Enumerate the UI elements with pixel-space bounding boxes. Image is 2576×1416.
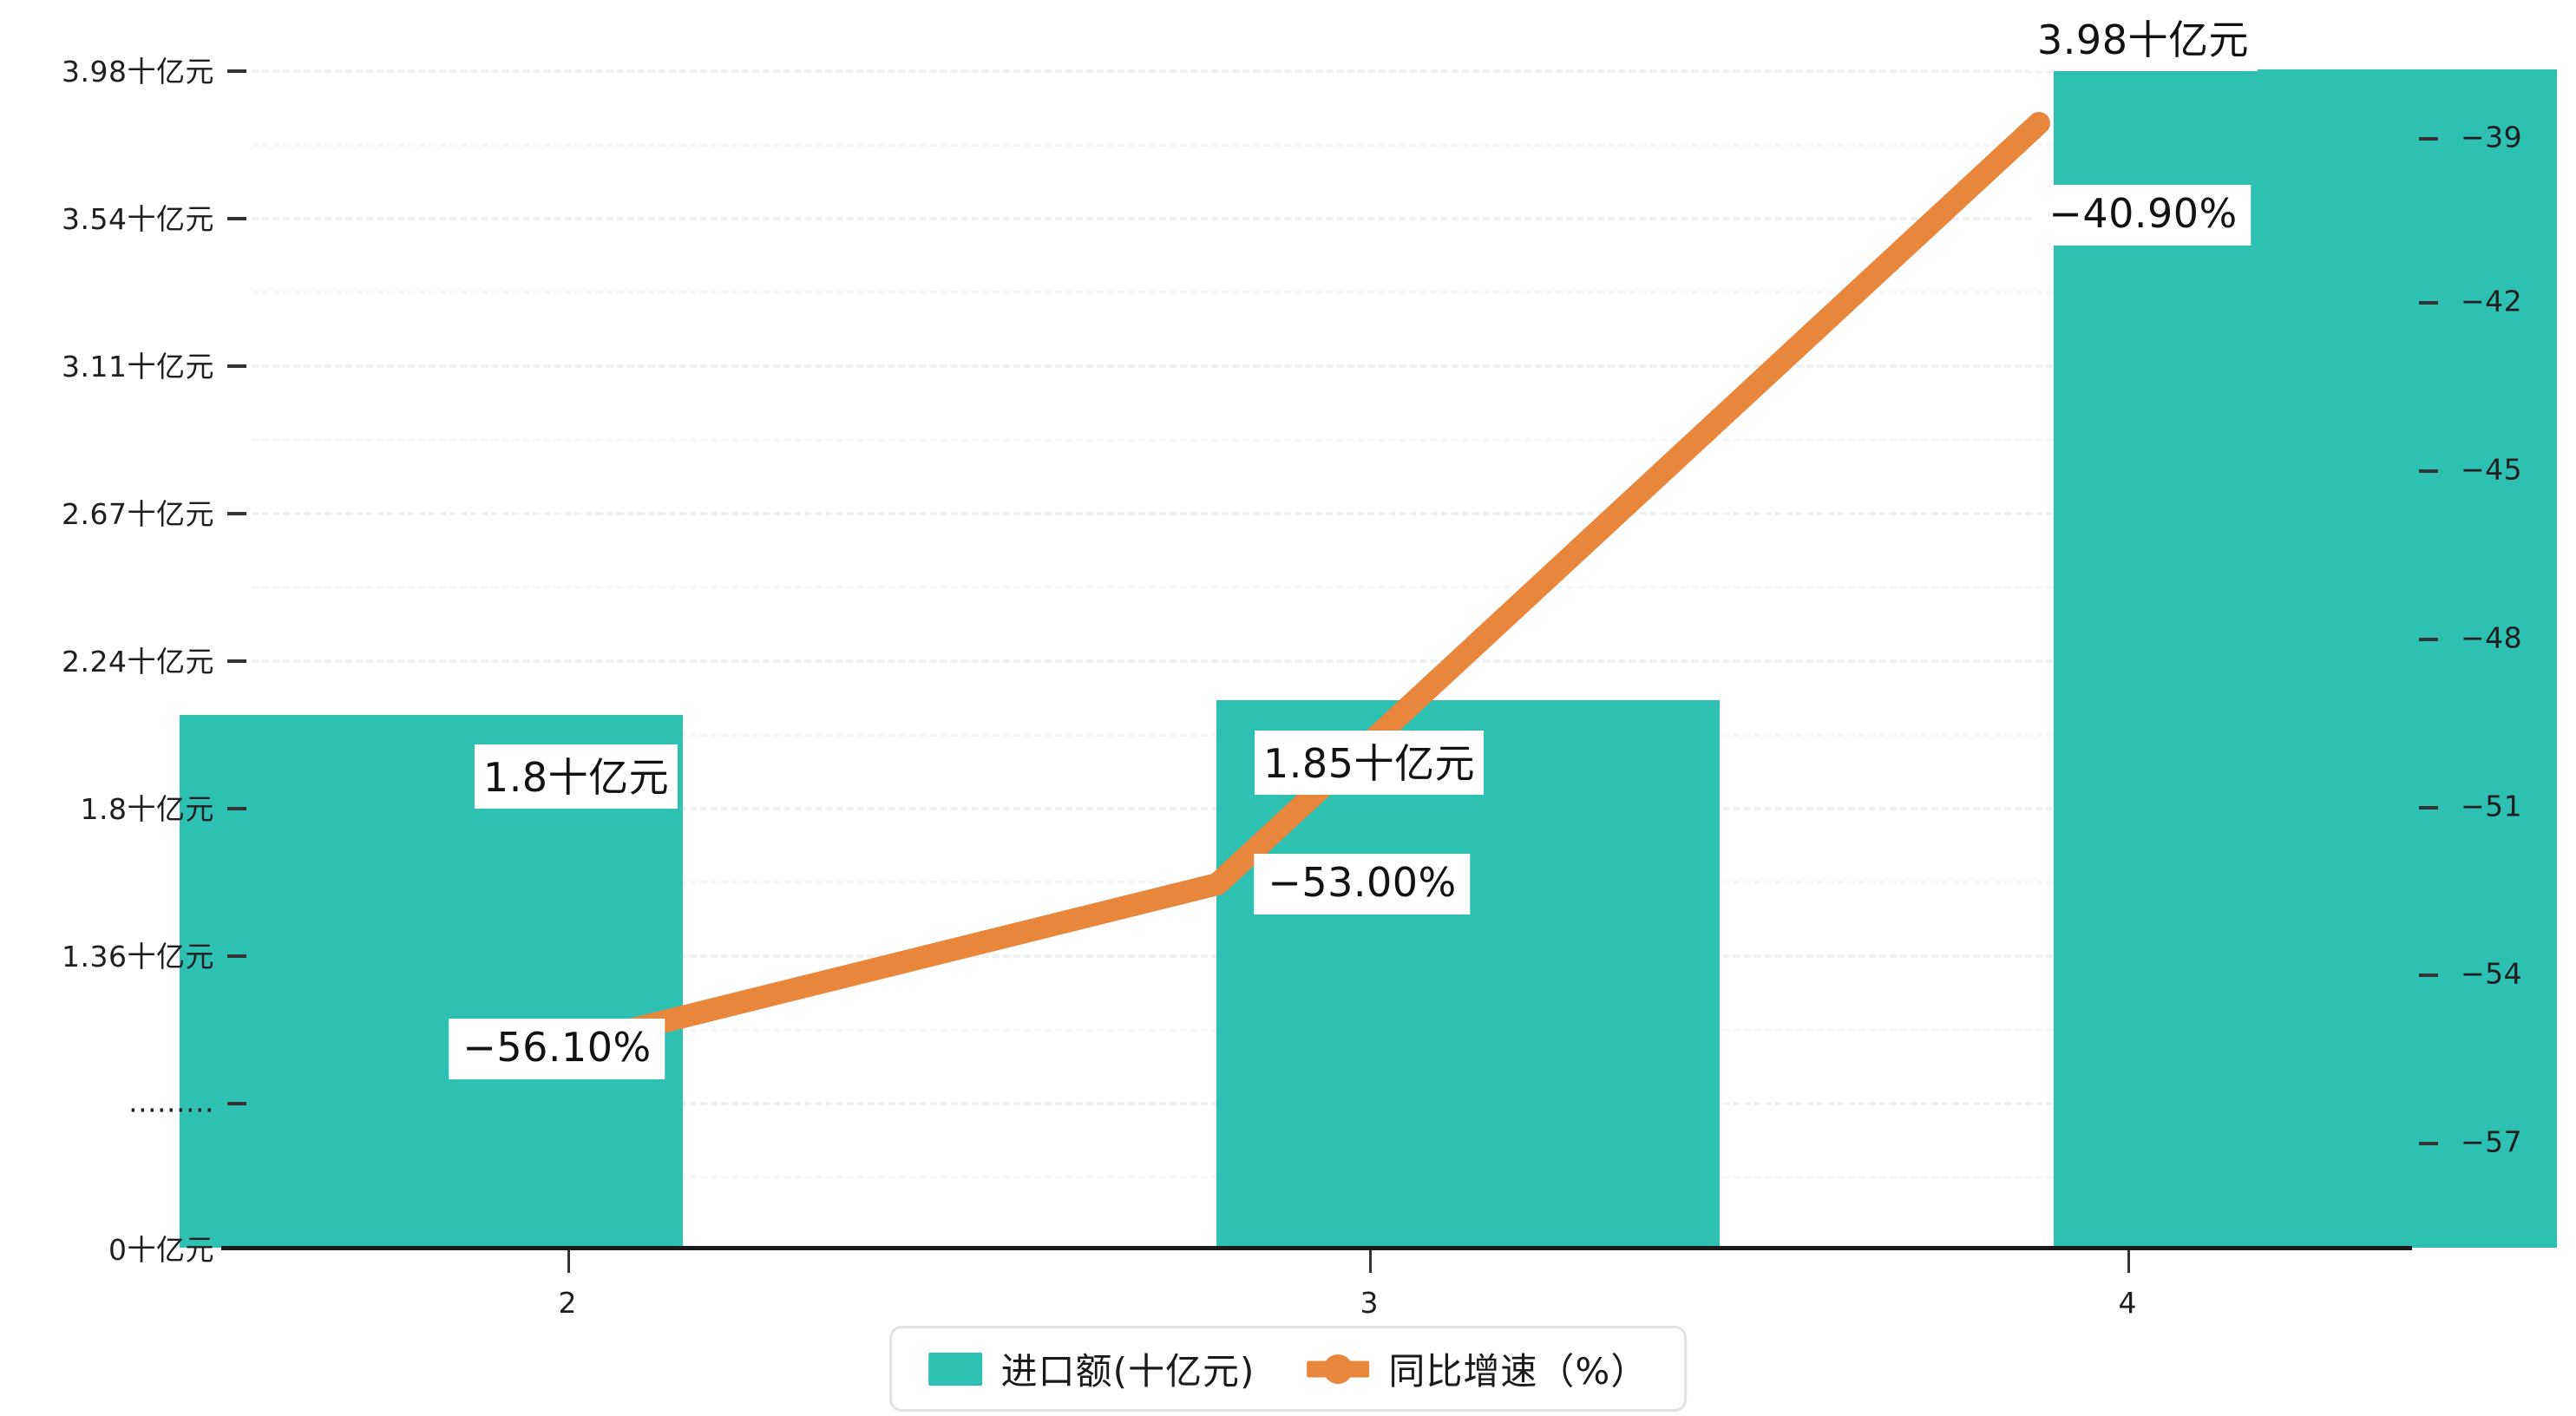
y-axis-left-label: 1.36十亿元 — [62, 940, 214, 974]
y-axis-left-tick — [227, 1102, 246, 1105]
y-axis-left-label: 2.24十亿元 — [62, 645, 214, 678]
line-value-label: −40.90% — [2035, 185, 2252, 246]
gridline — [252, 69, 2408, 73]
x-axis-tick — [1369, 1250, 1372, 1273]
y-axis-right-tick — [2419, 469, 2438, 473]
y-axis-left-label: 3.11十亿元 — [62, 350, 214, 384]
y-axis-right-tick — [2419, 638, 2438, 641]
y-axis-left-label: 1.8十亿元 — [80, 792, 214, 826]
y-axis-left-tick — [227, 807, 246, 810]
plot-area — [180, 69, 2557, 1248]
x-axis-label: 3 — [1360, 1286, 1379, 1320]
y-axis-left-label: ......... — [128, 1085, 214, 1119]
y-axis-right-tick — [2419, 137, 2438, 141]
y-axis-right-label: −54 — [2461, 956, 2523, 991]
legend-item-line-series[interactable]: 同比增速（%） — [1307, 1342, 1648, 1395]
x-axis-tick — [567, 1250, 570, 1273]
legend-item-label: 进口额(十亿元) — [1000, 1350, 1255, 1393]
line-value-label: −56.10% — [449, 1019, 665, 1079]
y-axis-right-label: −42 — [2461, 284, 2523, 318]
x-axis-label: 4 — [2118, 1286, 2137, 1320]
line-dot-icon — [1307, 1353, 1370, 1386]
y-axis-right-label: −39 — [2461, 120, 2523, 154]
legend: 进口额(十亿元) 同比增速（%） — [888, 1326, 1688, 1412]
y-axis-left-label: 2.67十亿元 — [62, 497, 214, 531]
y-axis-left-tick — [227, 512, 246, 515]
legend-item-label: 同比增速（%） — [1388, 1350, 1649, 1393]
x-axis-tick — [2127, 1250, 2130, 1273]
bar-swatch-icon — [927, 1352, 982, 1386]
bar-series-item[interactable] — [2054, 69, 2557, 1248]
y-axis-left-label: 3.54十亿元 — [62, 202, 214, 236]
x-axis-label: 2 — [558, 1286, 577, 1320]
y-axis-right-label: −45 — [2461, 452, 2523, 487]
line-value-label: −53.00% — [1254, 854, 1471, 914]
y-axis-left-tick — [227, 217, 246, 220]
x-axis-line — [221, 1246, 2412, 1250]
y-axis-right-tick — [2419, 1142, 2438, 1145]
y-axis-right-tick — [2419, 974, 2438, 977]
bar-value-label: 1.85十亿元 — [1255, 731, 1484, 795]
y-axis-left-tick — [227, 659, 246, 663]
bar-value-label: 1.8十亿元 — [474, 744, 678, 809]
y-axis-left-tick — [227, 364, 246, 368]
y-axis-left-label: 0十亿元 — [108, 1233, 214, 1267]
legend-item-bar-series[interactable]: 进口额(十亿元) — [927, 1342, 1255, 1395]
y-axis-right-tick — [2419, 806, 2438, 810]
y-axis-left-tick — [227, 69, 246, 73]
bar-value-label: 3.98十亿元 — [2029, 7, 2258, 71]
y-axis-right-label: −57 — [2461, 1124, 2523, 1159]
y-axis-right-label: −51 — [2461, 789, 2523, 823]
y-axis-right-tick — [2419, 301, 2438, 305]
y-axis-left-label: 3.98十亿元 — [62, 55, 214, 88]
y-axis-right-label: −48 — [2461, 620, 2523, 655]
y-axis-left-tick — [227, 954, 246, 958]
